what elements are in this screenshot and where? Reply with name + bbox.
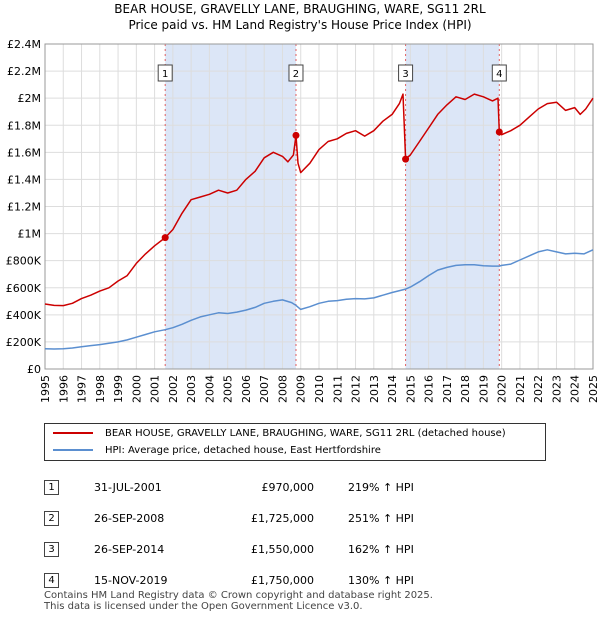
y-tick-label: £400K — [6, 309, 42, 322]
x-tick-label: 1996 — [57, 375, 70, 403]
sale-date: 26-SEP-2014 — [94, 543, 165, 556]
y-tick-label: £1.2M — [7, 201, 41, 214]
y-tick-label: £800K — [6, 255, 42, 268]
x-tick-label: 2023 — [550, 375, 563, 403]
sale-label: 1 — [162, 69, 168, 80]
x-tick-label: 2020 — [496, 375, 509, 403]
x-tick-label: 1999 — [112, 375, 125, 403]
x-tick-label: 1995 — [39, 375, 52, 403]
sale-label-box — [157, 64, 173, 82]
x-tick-label: 2013 — [368, 375, 381, 403]
sales-table: 1 31-JUL-2001 £970,000 219% ↑ HPI 2 26-S… — [44, 472, 414, 596]
sale-number: 4 — [44, 573, 59, 588]
legend: BEAR HOUSE, GRAVELLY LANE, BRAUGHING, WA… — [44, 423, 546, 461]
x-tick-label: 2011 — [331, 375, 344, 403]
y-tick-label: £200K — [6, 336, 42, 349]
y-tick-label: £1.4M — [7, 173, 41, 186]
y-tick-label: £1.8M — [7, 119, 41, 132]
x-tick-label: 2012 — [350, 375, 363, 403]
x-tick-label: 2017 — [441, 375, 454, 403]
y-tick-label: £0 — [27, 363, 41, 376]
x-tick-label: 2016 — [423, 375, 436, 403]
sale-price: £1,750,000 — [251, 574, 314, 587]
sale-hpi-change: 162% ↑ HPI — [348, 543, 414, 556]
sale-date: 31-JUL-2001 — [94, 481, 162, 494]
y-tick-label: £2M — [18, 92, 42, 105]
sale-point — [495, 128, 503, 136]
x-tick-label: 2003 — [185, 375, 198, 403]
chart-subtitle: Price paid vs. HM Land Registry's House … — [128, 18, 472, 32]
x-tick-label: 2002 — [167, 375, 180, 403]
sale-label: 4 — [496, 69, 502, 80]
legend-item-property: BEAR HOUSE, GRAVELLY LANE, BRAUGHING, WA… — [53, 426, 506, 442]
hpi-line — [44, 249, 594, 350]
sale-label-box — [288, 64, 304, 82]
x-tick-label: 2025 — [587, 375, 600, 403]
y-tick-label: £2.2M — [7, 65, 41, 78]
sale-point — [402, 155, 410, 163]
x-tick-label: 2004 — [203, 375, 216, 403]
sale-label-box — [398, 64, 414, 82]
sale-label: 2 — [293, 69, 299, 80]
sale-label-box — [491, 64, 507, 82]
x-tick-label: 2009 — [295, 375, 308, 403]
sale-price: £1,725,000 — [251, 512, 314, 525]
sale-number: 2 — [44, 511, 59, 526]
x-tick-label: 2022 — [532, 375, 545, 403]
x-tick-label: 2014 — [386, 375, 399, 403]
sale-hpi-change: 219% ↑ HPI — [348, 481, 414, 494]
sale-label: 3 — [402, 69, 408, 80]
x-tick-label: 2010 — [313, 375, 326, 403]
sale-date: 15-NOV-2019 — [94, 574, 168, 587]
x-tick-label: 1998 — [94, 375, 107, 403]
x-tick-label: 2021 — [514, 375, 527, 403]
chart-title: BEAR HOUSE, GRAVELLY LANE, BRAUGHING, WA… — [114, 2, 486, 16]
sale-hpi-change: 251% ↑ HPI — [348, 512, 414, 525]
y-tick-label: £2.4M — [7, 38, 41, 51]
table-row: 1 31-JUL-2001 £970,000 219% ↑ HPI — [44, 472, 414, 503]
x-tick-label: 2019 — [477, 375, 490, 403]
legend-item-hpi: HPI: Average price, detached house, East… — [53, 443, 381, 459]
table-row: 2 26-SEP-2008 £1,725,000 251% ↑ HPI — [44, 503, 414, 534]
y-tick-label: £1M — [18, 228, 42, 241]
price-chart: £0 £200K £400K £600K £800K £1M £1.2M £1.4M £1.6M… — [6, 38, 600, 403]
x-tick-label: 2007 — [258, 375, 271, 403]
x-tick-label: 1997 — [76, 375, 89, 403]
legend-label-hpi: HPI: Average price, detached house, East… — [105, 445, 381, 456]
x-tick-label: 2018 — [459, 375, 472, 403]
footer-copyright: Contains HM Land Registry data © Crown c… — [44, 590, 433, 601]
sale-point — [161, 234, 169, 242]
table-row: 4 15-NOV-2019 £1,750,000 130% ↑ HPI — [44, 565, 414, 596]
sale-point — [292, 131, 300, 139]
x-tick-label: 2008 — [276, 375, 289, 403]
sale-number: 3 — [44, 542, 59, 557]
x-tick-label: 2024 — [569, 375, 582, 403]
sale-price: £1,550,000 — [251, 543, 314, 556]
x-tick-label: 2001 — [149, 375, 162, 403]
x-tick-label: 2000 — [130, 375, 143, 403]
footer: Contains HM Land Registry data © Crown c… — [44, 590, 433, 612]
x-tick-label: 2006 — [240, 375, 253, 403]
legend-label-property: BEAR HOUSE, GRAVELLY LANE, BRAUGHING, WA… — [105, 428, 506, 439]
sale-price: £970,000 — [261, 481, 315, 494]
legend-swatch-hpi — [53, 449, 93, 451]
table-row: 3 26-SEP-2014 £1,550,000 162% ↑ HPI — [44, 534, 414, 565]
legend-swatch-property — [53, 432, 93, 434]
sale-date: 26-SEP-2008 — [94, 512, 165, 525]
sale-hpi-change: 130% ↑ HPI — [348, 574, 414, 587]
footer-license: This data is licensed under the Open Gov… — [44, 601, 363, 612]
sale-number: 1 — [44, 480, 59, 495]
y-tick-label: £1.6M — [7, 146, 41, 159]
plot-frame — [44, 43, 594, 370]
x-tick-label: 2015 — [404, 375, 417, 403]
x-tick-label: 2005 — [222, 375, 235, 403]
y-tick-label: £600K — [6, 282, 42, 295]
